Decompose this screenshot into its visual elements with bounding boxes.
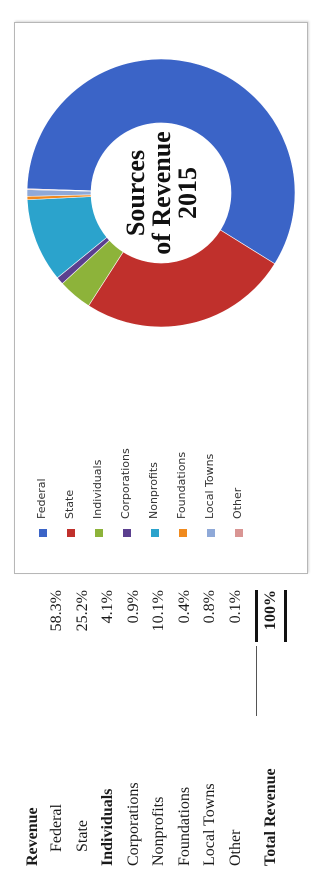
row-label-federal: Federal (48, 804, 65, 852)
row-value-other: 0.1% (226, 590, 244, 624)
donut-center-title-line: Sources (121, 150, 150, 236)
slice-federal (26, 58, 296, 265)
row-value-corporations: 0.9% (124, 590, 142, 624)
donut-center-title-line: 2015 (173, 167, 202, 219)
row-value-local-towns: 0.8% (201, 590, 218, 624)
row-label-nonprofits: Nonprofits (150, 796, 167, 866)
row-value-individuals: 4.1% (99, 590, 116, 624)
total-double-rule (284, 590, 287, 642)
total-rule-thin (256, 646, 257, 716)
row-value-foundations: 0.4% (175, 590, 193, 624)
row-label-foundations: Foundations (175, 786, 193, 866)
row-label-other: Other (226, 829, 244, 866)
row-value-state: 25.2% (73, 590, 91, 632)
row-value-federal: 58.3% (48, 590, 65, 632)
table-heading: Revenue (24, 807, 41, 866)
row-label-local-towns: Local Towns (201, 783, 218, 866)
row-label-individuals: Individuals (99, 788, 116, 866)
chart-panel: Federal State Individuals Corporations Nonpr… (14, 22, 308, 574)
revenue-table: Revenue Federal 58.3% State 25.2% Individual… (24, 576, 304, 866)
total-label: Total Revenue (262, 768, 279, 866)
row-value-nonprofits: 10.1% (150, 590, 167, 632)
total-rule-thick (255, 590, 258, 642)
slice-state (88, 229, 276, 328)
row-label-state: State (73, 820, 91, 852)
total-value: 100% (262, 590, 279, 630)
row-label-corporations: Corporations (124, 782, 142, 866)
slice-other (26, 188, 92, 192)
donut-center-title-line: of Revenue (147, 131, 176, 254)
